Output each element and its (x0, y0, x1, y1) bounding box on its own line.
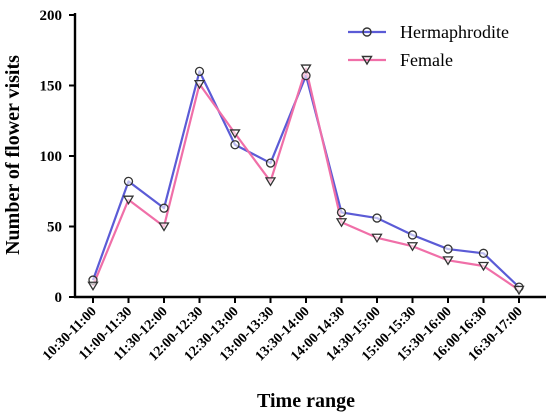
data-point-hermaphrodite (230, 140, 240, 150)
y-tick-label: 50 (47, 220, 62, 236)
data-point-female (442, 256, 454, 266)
series-line-female (91, 67, 520, 291)
data-point-female (477, 261, 490, 272)
data-point-hermaphrodite (194, 66, 205, 77)
x-ticks: 10:30-11:0011:00-11:3011:30-12:0012:00-1… (40, 297, 526, 364)
data-point-female (193, 79, 206, 90)
y-tick-label: 0 (55, 290, 63, 306)
legend-label-female: Female (400, 50, 453, 70)
series-line-hermaphrodite (91, 70, 520, 288)
x-axis-title: Time range (257, 390, 355, 412)
data-point-female (158, 222, 170, 232)
data-point-hermaphrodite (336, 207, 347, 218)
data-point-female (513, 285, 525, 296)
data-point-hermaphrodite (443, 244, 453, 254)
data-point-female (406, 242, 419, 252)
legend-label-hermaphrodite: Hermaphrodite (400, 22, 509, 42)
data-point-female (264, 177, 277, 187)
data-point-female (335, 218, 348, 228)
y-tick-label: 150 (40, 79, 63, 95)
data-point-hermaphrodite (265, 158, 276, 168)
data-point-hermaphrodite (159, 203, 169, 213)
data-point-hermaphrodite (478, 248, 489, 258)
y-tick-label: 100 (40, 149, 63, 165)
legend-item-hermaphrodite: Hermaphrodite (348, 22, 509, 42)
series-layer (87, 64, 525, 296)
legend: Hermaphrodite Female (348, 22, 509, 70)
legend-marker-female (361, 55, 373, 66)
data-point-hermaphrodite (407, 230, 418, 240)
data-point-female (371, 233, 383, 244)
data-point-female (122, 195, 135, 205)
data-point-female (87, 281, 99, 291)
y-tick-label: 200 (40, 8, 63, 24)
data-point-hermaphrodite (372, 213, 382, 223)
legend-marker-hermaphrodite (362, 27, 372, 37)
axes (73, 13, 546, 299)
y-ticks: 0 50 100 150 200 (40, 8, 75, 306)
data-point-female (300, 64, 312, 74)
y-axis-title: Number of flower visits (2, 55, 24, 255)
data-point-female (229, 129, 241, 139)
data-point-hermaphrodite (123, 176, 134, 187)
legend-item-female: Female (348, 50, 453, 70)
